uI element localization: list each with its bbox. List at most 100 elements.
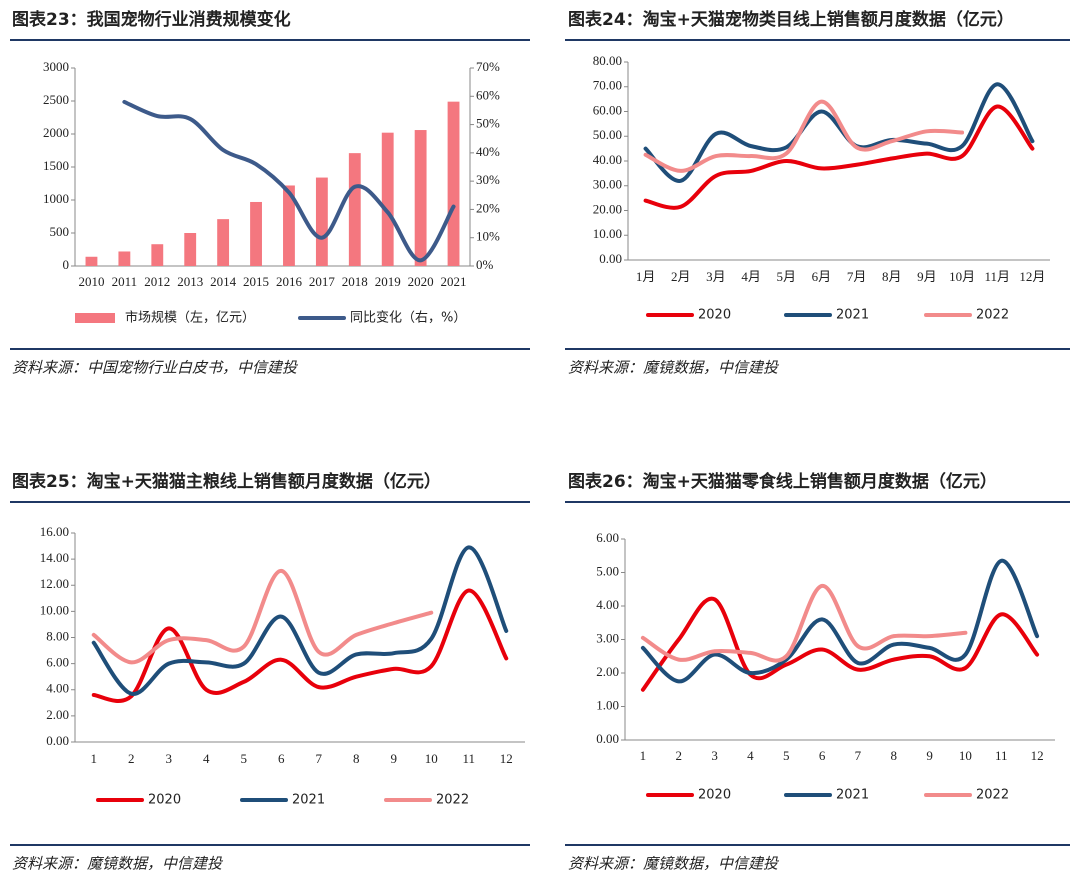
- legend-label: 市场规模（左，亿元）: [125, 310, 255, 326]
- x-tick-label: 8: [353, 751, 360, 766]
- y-tick-label: 12.00: [40, 576, 69, 591]
- x-tick-label: 2014: [210, 274, 237, 289]
- bar: [184, 233, 197, 266]
- source-note: 资料来源：中国宠物行业白皮书，中信建投: [12, 359, 299, 377]
- legend-swatch: [75, 313, 115, 323]
- chart-title: 图表23：我国宠物行业消费规模变化: [12, 9, 291, 30]
- x-tick-label: 2010: [78, 274, 104, 289]
- series-line: [640, 558, 1040, 684]
- y2-tick-label: 70%: [476, 59, 500, 74]
- x-tick-label: 4: [747, 748, 754, 763]
- y-tick-label: 1000: [43, 191, 69, 206]
- x-tick-label: 2017: [309, 274, 336, 289]
- x-tick-label: 5月: [776, 269, 796, 284]
- x-tick-label: 2月: [671, 269, 691, 284]
- x-tick-label: 12: [500, 751, 513, 766]
- legend-label: 2020: [698, 788, 731, 803]
- bar: [250, 201, 262, 266]
- x-tick-label: 2019: [375, 274, 401, 289]
- y-tick-label: 2.00: [46, 707, 69, 722]
- x-tick-label: 11月: [984, 269, 1010, 284]
- x-tick-label: 12月: [1019, 269, 1045, 284]
- y-tick-label: 2000: [43, 125, 69, 140]
- y-tick-label: 16.00: [40, 524, 69, 539]
- x-tick-label: 7月: [847, 269, 867, 284]
- y-tick-label: 2500: [43, 92, 69, 107]
- y2-tick-label: 10%: [476, 229, 500, 244]
- y2-tick-label: 50%: [476, 116, 500, 131]
- x-tick-label: 3: [166, 751, 173, 766]
- x-tick-label: 10: [959, 748, 972, 763]
- source-note: 资料来源：魔镜数据，中信建投: [12, 855, 224, 873]
- x-tick-label: 2: [128, 751, 135, 766]
- source-note: 资料来源：魔镜数据，中信建投: [568, 359, 780, 377]
- legend-label: 2022: [436, 793, 469, 808]
- x-tick-label: 9: [926, 748, 933, 763]
- x-tick-label: 2018: [342, 274, 368, 289]
- y-tick-label: 5.00: [596, 563, 619, 578]
- x-tick-label: 2012: [144, 274, 170, 289]
- x-tick-label: 7: [855, 748, 862, 763]
- y-tick-label: 10.00: [40, 602, 69, 617]
- x-tick-label: 2011: [112, 274, 138, 289]
- y-tick-label: 1500: [43, 158, 69, 173]
- y-tick-label: 1.00: [596, 697, 619, 712]
- bar: [414, 130, 427, 266]
- y-tick-label: 10.00: [593, 226, 622, 241]
- y-tick-label: 8.00: [46, 628, 69, 643]
- y-tick-label: 0.00: [46, 733, 69, 748]
- series-line: [640, 583, 968, 663]
- x-tick-label: 11: [995, 748, 1008, 763]
- x-tick-label: 12: [1031, 748, 1044, 763]
- legend-label: 2021: [836, 788, 869, 803]
- y-tick-label: 0: [63, 257, 70, 272]
- series-line: [91, 588, 509, 703]
- chart-title: 图表25：淘宝+天猫猫主粮线上销售额月度数据（亿元）: [12, 471, 441, 492]
- legend-label: 2022: [976, 308, 1009, 323]
- x-tick-label: 6月: [812, 269, 832, 284]
- y-tick-label: 3000: [43, 59, 69, 74]
- bar: [315, 177, 328, 266]
- y-tick-label: 6.00: [46, 655, 69, 670]
- series-line: [643, 99, 965, 173]
- bar: [151, 244, 164, 266]
- x-tick-label: 2015: [243, 274, 269, 289]
- series-line: [643, 104, 1035, 210]
- x-tick-label: 11: [462, 751, 475, 766]
- bar: [283, 185, 295, 266]
- y-tick-label: 14.00: [40, 550, 69, 565]
- legend-label: 2022: [976, 788, 1009, 803]
- y-tick-label: 4.00: [596, 597, 619, 612]
- y-tick-label: 40.00: [593, 152, 622, 167]
- legend-label: 2021: [292, 793, 325, 808]
- x-tick-label: 1: [91, 751, 98, 766]
- series-line: [640, 596, 1040, 692]
- y-tick-label: 30.00: [593, 177, 622, 192]
- legend-label: 2021: [836, 308, 869, 323]
- legend-label: 2020: [698, 308, 731, 323]
- x-tick-label: 8: [891, 748, 898, 763]
- y-tick-label: 2.00: [596, 664, 619, 679]
- x-tick-label: 10月: [949, 269, 975, 284]
- bar: [85, 256, 98, 266]
- y-tick-label: 3.00: [596, 630, 619, 645]
- x-tick-label: 5: [241, 751, 248, 766]
- x-tick-label: 3: [711, 748, 718, 763]
- series-line: [122, 99, 456, 263]
- y2-tick-label: 60%: [476, 87, 500, 102]
- legend-label: 2020: [148, 793, 181, 808]
- series-line: [91, 568, 434, 665]
- y-tick-label: 60.00: [593, 102, 622, 117]
- y2-tick-label: 20%: [476, 200, 500, 215]
- y-tick-label: 0.00: [599, 251, 622, 266]
- x-tick-label: 4月: [741, 269, 761, 284]
- x-tick-label: 3月: [706, 269, 726, 284]
- series-line: [643, 82, 1035, 183]
- bar: [447, 101, 460, 266]
- y2-tick-label: 30%: [476, 172, 500, 187]
- y-tick-label: 70.00: [593, 78, 622, 93]
- y-tick-label: 0.00: [596, 731, 619, 746]
- x-tick-label: 2013: [177, 274, 203, 289]
